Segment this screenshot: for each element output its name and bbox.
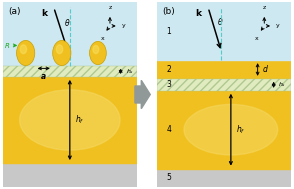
Text: k: k [196,9,201,18]
Text: k: k [41,9,47,18]
Text: $h_f$: $h_f$ [236,123,245,136]
Text: 1: 1 [167,27,171,36]
Text: $h_s$: $h_s$ [278,80,286,89]
Bar [157,79,291,91]
Text: y: y [121,23,125,29]
Text: 3: 3 [167,80,171,89]
Text: θ: θ [65,19,70,28]
Text: x: x [101,36,104,41]
Text: 5: 5 [167,173,171,182]
Text: (b): (b) [163,7,176,16]
Bar [157,2,291,60]
Text: θ: θ [218,18,223,27]
Circle shape [93,46,99,54]
Bar [157,91,291,169]
Bar [157,169,291,187]
Text: z: z [263,5,266,10]
Text: $h_f$: $h_f$ [75,114,85,126]
Circle shape [56,45,63,54]
Text: x: x [255,36,259,41]
Circle shape [90,41,106,65]
Circle shape [53,40,71,66]
Text: z: z [108,5,112,10]
Text: 2: 2 [167,65,171,74]
Ellipse shape [20,90,120,150]
Text: d: d [263,65,268,74]
Text: a: a [41,72,46,81]
Bar [3,2,137,66]
Text: $h_s$: $h_s$ [126,67,134,76]
Text: y: y [276,23,279,29]
Text: (a): (a) [8,7,21,16]
Bar [157,60,291,79]
Bar [3,77,137,163]
Text: R: R [5,43,10,49]
Circle shape [20,45,26,54]
FancyArrow shape [135,80,150,109]
Ellipse shape [184,104,278,155]
Bar [3,163,137,187]
Text: 4: 4 [167,125,171,134]
Circle shape [16,40,35,66]
Bar [3,66,137,77]
